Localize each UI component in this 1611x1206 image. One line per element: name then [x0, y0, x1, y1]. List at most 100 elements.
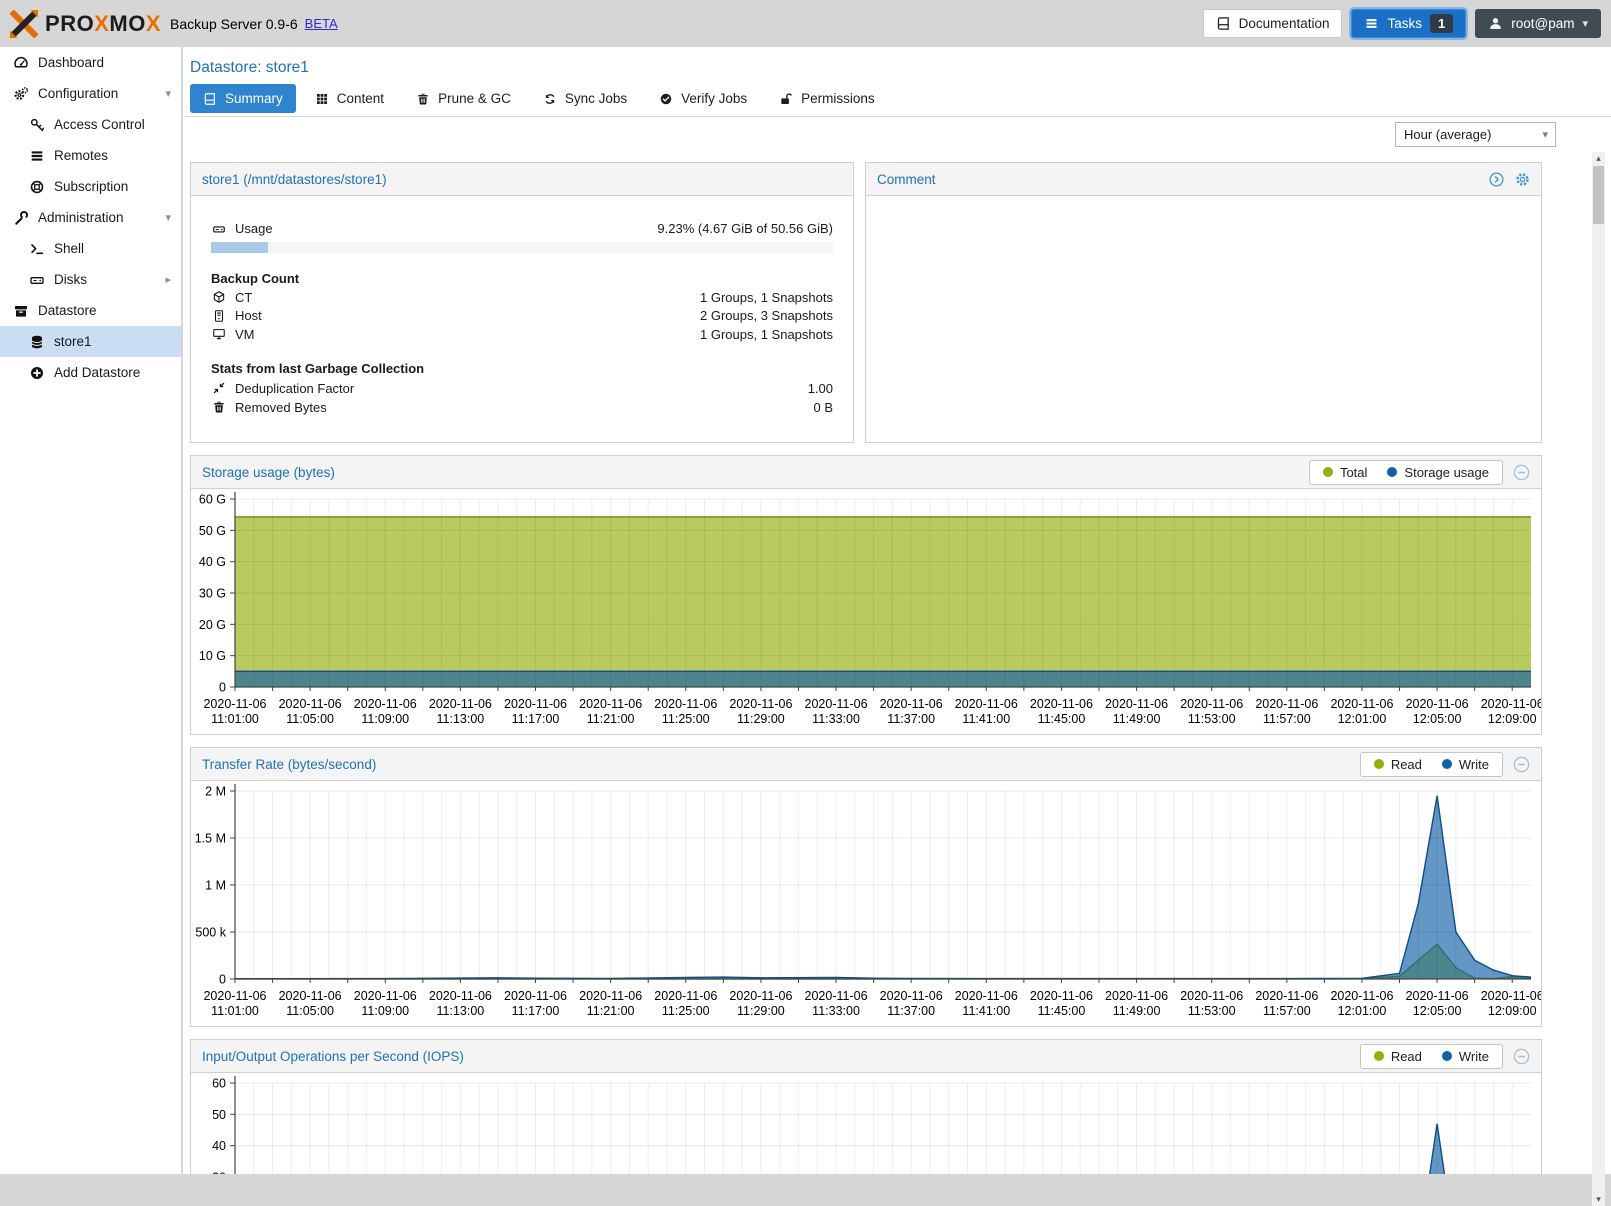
svg-text:10 G: 10 G	[199, 649, 226, 663]
product-name: Backup Server 0.9-6	[170, 15, 298, 32]
svg-text:2020-11-06: 2020-11-06	[1030, 989, 1093, 1003]
page-title: Datastore: store1	[190, 59, 309, 76]
sidebar-item-label: store1	[54, 334, 92, 349]
collapse-chart-icon[interactable]	[1512, 463, 1531, 482]
documentation-label: Documentation	[1238, 16, 1330, 31]
gauge-icon	[12, 55, 29, 71]
svg-text:12:05:00: 12:05:00	[1413, 1004, 1462, 1018]
legend-item-write[interactable]: Write	[1432, 757, 1499, 772]
tab-sync-jobs[interactable]: Sync Jobs	[530, 84, 640, 113]
beta-link[interactable]: BETA	[304, 16, 338, 31]
tasks-button[interactable]: Tasks 1	[1351, 9, 1467, 38]
chevron-right-icon[interactable]: ▸	[165, 274, 171, 286]
svg-text:11:17:00: 11:17:00	[512, 712, 560, 726]
svg-text:12:09:00: 12:09:00	[1488, 712, 1537, 726]
header-actions: Documentation Tasks 1 root@pam ▾	[1202, 9, 1601, 38]
svg-text:12:01:00: 12:01:00	[1338, 712, 1387, 726]
tab-verify-jobs[interactable]: Verify Jobs	[646, 84, 760, 113]
collapse-chart-icon[interactable]	[1512, 1047, 1531, 1066]
legend-item-write[interactable]: Write	[1432, 1049, 1499, 1064]
legend-item-total[interactable]: Total	[1313, 465, 1377, 480]
legend-item-storage-usage[interactable]: Storage usage	[1377, 465, 1499, 480]
list-icon	[28, 148, 45, 164]
svg-text:2020-11-06: 2020-11-06	[1255, 989, 1318, 1003]
check-circle-icon	[659, 92, 673, 106]
ct-label: CT	[235, 289, 253, 305]
lifering-icon	[28, 179, 45, 195]
svg-text:1 M: 1 M	[205, 879, 226, 893]
comment-panel: Comment	[865, 162, 1542, 443]
gears-icon	[12, 86, 29, 102]
monitor-icon	[211, 327, 227, 341]
tab-content[interactable]: Content	[302, 84, 397, 113]
legend-label: Read	[1390, 756, 1422, 772]
sidebar-item-label: Add Datastore	[54, 365, 141, 380]
plus-circle-icon	[28, 365, 45, 381]
svg-text:2020-11-06: 2020-11-06	[805, 697, 868, 711]
legend-label: Write	[1458, 756, 1489, 772]
backup-row-vm: VM 1 Groups, 1 Snapshots	[191, 325, 853, 344]
terminal-icon	[28, 241, 45, 257]
period-selector-combo[interactable]: Hour (average) ▾	[1395, 121, 1556, 147]
sidebar-item-disks[interactable]: Disks ▸	[0, 264, 181, 295]
legend-item-read[interactable]: Read	[1364, 757, 1432, 772]
sidebar-item-label: Shell	[54, 241, 85, 256]
sidebar-item-remotes[interactable]: Remotes	[0, 140, 181, 171]
removed-label: Removed Bytes	[235, 399, 327, 415]
sidebar-item-administration[interactable]: Administration ▾	[0, 202, 181, 233]
tab-bar: Summary Content Prune & GC Sync Jobs Verify …	[183, 83, 1611, 117]
svg-text:2020-11-06: 2020-11-06	[729, 697, 792, 711]
svg-text:40: 40	[212, 1139, 226, 1153]
svg-text:11:05:00: 11:05:00	[286, 712, 334, 726]
removed-value: 0 B	[813, 399, 833, 415]
sidebar: Dashboard Configuration ▾ Access Control Rem…	[0, 47, 182, 1174]
sidebar-item-dashboard[interactable]: Dashboard	[0, 47, 181, 78]
svg-text:2020-11-06: 2020-11-06	[429, 989, 492, 1003]
storage-usage-title: Storage usage (bytes)	[202, 464, 335, 480]
svg-text:2020-11-06: 2020-11-06	[1030, 697, 1093, 711]
documentation-button[interactable]: Documentation	[1202, 9, 1343, 38]
svg-text:11:01:00: 11:01:00	[211, 1004, 259, 1018]
svg-text:12:09:00: 12:09:00	[1488, 1004, 1537, 1018]
dedup-label: Deduplication Factor	[235, 380, 355, 396]
comment-settings-gear-icon[interactable]	[1514, 171, 1531, 188]
sidebar-item-label: Subscription	[54, 179, 129, 194]
comment-expand-icon[interactable]	[1488, 171, 1505, 188]
scrollbar-thumb[interactable]	[1593, 166, 1604, 224]
chevron-down-icon[interactable]: ▾	[165, 88, 171, 100]
user-label: root@pam	[1511, 16, 1575, 31]
gc-row-removed: Removed Bytes 0 B	[191, 398, 853, 417]
sidebar-item-shell[interactable]: Shell	[0, 233, 181, 264]
svg-text:11:41:00: 11:41:00	[962, 712, 1010, 726]
iops-legend: Read Write	[1359, 1043, 1503, 1069]
proxmox-logo-icon	[10, 9, 38, 38]
store1-panel-header: store1 (/mnt/datastores/store1)	[191, 163, 853, 196]
user-menu-button[interactable]: root@pam ▾	[1475, 9, 1601, 38]
iops-panel-header: Input/Output Operations per Second (IOPS…	[191, 1040, 1541, 1073]
sidebar-item-store1[interactable]: store1	[0, 326, 181, 357]
tab-prune-gc[interactable]: Prune & GC	[403, 84, 524, 113]
svg-text:11:25:00: 11:25:00	[662, 1004, 710, 1018]
iops-panel: Input/Output Operations per Second (IOPS…	[190, 1039, 1542, 1174]
svg-text:2020-11-06: 2020-11-06	[203, 989, 266, 1003]
vertical-scrollbar[interactable]: ▴ ▾	[1592, 152, 1605, 1206]
svg-text:2020-11-06: 2020-11-06	[203, 697, 266, 711]
svg-text:30: 30	[212, 1171, 226, 1175]
svg-text:11:45:00: 11:45:00	[1038, 1004, 1086, 1018]
legend-item-read[interactable]: Read	[1364, 1049, 1432, 1064]
scroll-up-arrow-icon[interactable]: ▴	[1596, 153, 1601, 163]
svg-text:50: 50	[212, 1108, 226, 1122]
tab-summary[interactable]: Summary	[190, 84, 296, 113]
tab-permissions[interactable]: Permissions	[766, 84, 888, 113]
chevron-down-icon[interactable]: ▾	[165, 212, 171, 224]
sidebar-item-subscription[interactable]: Subscription	[0, 171, 181, 202]
collapse-chart-icon[interactable]	[1512, 755, 1531, 774]
svg-text:12:01:00: 12:01:00	[1338, 1004, 1387, 1018]
sidebar-item-datastore[interactable]: Datastore	[0, 295, 181, 326]
svg-text:11:53:00: 11:53:00	[1188, 712, 1236, 726]
scroll-down-arrow-icon[interactable]: ▾	[1596, 1194, 1601, 1204]
sidebar-item-add-datastore[interactable]: Add Datastore	[0, 357, 181, 388]
sidebar-item-configuration[interactable]: Configuration ▾	[0, 78, 181, 109]
sidebar-item-access-control[interactable]: Access Control	[0, 109, 181, 140]
